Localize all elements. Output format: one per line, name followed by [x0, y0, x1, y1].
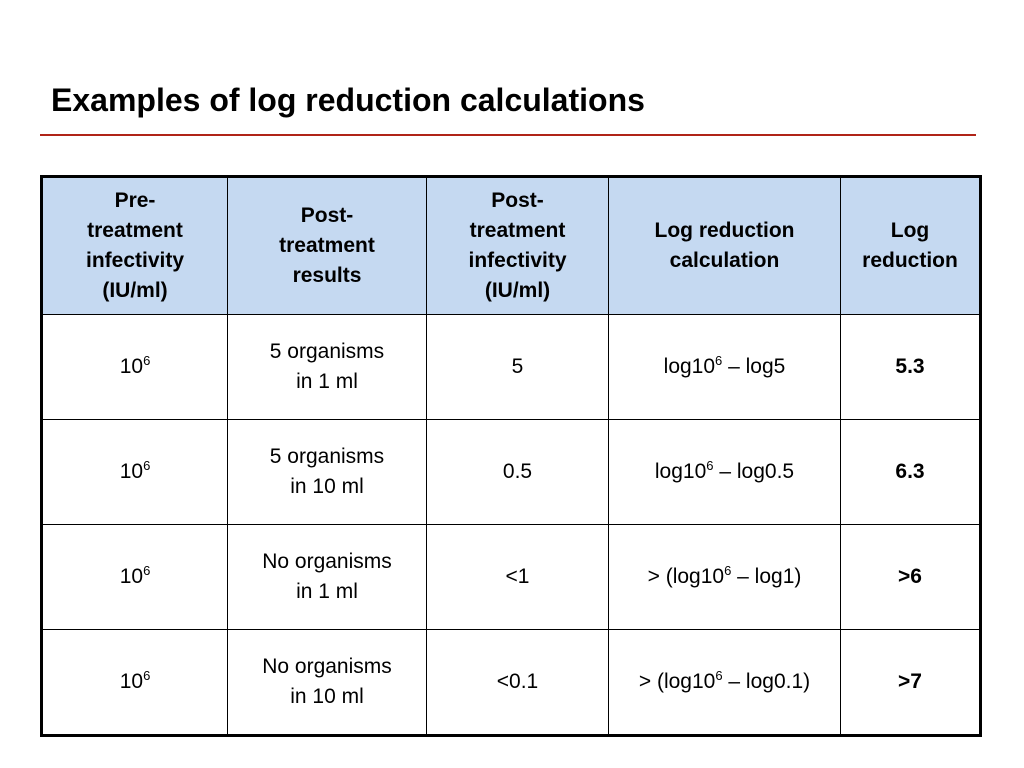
results-line: in 10 ml	[290, 685, 364, 708]
header-text-line: infectivity	[468, 249, 567, 272]
header-log-reduction-calculation: Log reduction calculation	[608, 176, 841, 315]
header-text-line: Log	[890, 219, 930, 242]
log-reduction-cell: >6	[840, 524, 981, 630]
slide-title: Examples of log reduction calculations	[51, 82, 645, 118]
pre-treatment-cell: 106	[41, 524, 228, 630]
post-infectivity-cell: 0.5	[426, 419, 609, 525]
header-text-line: treatment	[279, 234, 375, 257]
log-reduction-cell: >7	[840, 629, 981, 736]
calc-suffix: – log0.1)	[722, 670, 811, 693]
results-line: 5 organisms	[269, 445, 385, 468]
header-text-line: Post-	[300, 204, 354, 227]
table-row: 106 No organisms in 1 ml <1 > (log106 – …	[41, 524, 981, 630]
header-text-line: treatment	[87, 219, 183, 242]
results-line: in 1 ml	[296, 370, 358, 393]
pre-base: 10	[119, 565, 144, 588]
post-results-cell: No organisms in 10 ml	[227, 629, 427, 736]
header-text-line: (IU/ml)	[484, 279, 551, 302]
calc-prefix: log10	[654, 460, 707, 483]
pre-exponent: 6	[143, 458, 151, 473]
header-text-line: reduction	[862, 249, 958, 272]
calc-exponent: 6	[715, 668, 723, 683]
header-text-line: treatment	[469, 219, 566, 242]
calculation-cell: > (log106 – log0.1)	[608, 629, 841, 736]
post-results-cell: No organisms in 1 ml	[227, 524, 427, 630]
pre-exponent: 6	[143, 353, 151, 368]
log-reduction-table: Pre- treatment infectivity (IU/ml) Post-…	[40, 175, 982, 737]
calc-prefix: log10	[663, 355, 716, 378]
results-line: 5 organisms	[269, 340, 385, 363]
header-pre-treatment-infectivity: Pre- treatment infectivity (IU/ml)	[41, 176, 228, 315]
header-text-line: Post-	[491, 189, 544, 212]
calculation-cell: log106 – log5	[608, 314, 841, 420]
calc-suffix: – log1)	[731, 565, 802, 588]
results-line: No organisms	[262, 550, 392, 573]
pre-treatment-cell: 106	[41, 419, 228, 525]
log-reduction-cell: 5.3	[840, 314, 981, 420]
header-text-line: (IU/ml)	[102, 279, 168, 302]
pre-treatment-cell: 106	[41, 629, 228, 736]
calc-prefix: > (log10	[647, 565, 725, 588]
pre-exponent: 6	[143, 668, 151, 683]
header-post-treatment-results: Post- treatment results	[227, 176, 427, 315]
title-divider	[40, 134, 976, 136]
calc-exponent: 6	[724, 563, 732, 578]
pre-base: 10	[119, 460, 144, 483]
results-line: in 1 ml	[296, 580, 358, 603]
header-text-line: infectivity	[85, 249, 185, 272]
table-row: 106 No organisms in 10 ml <0.1 > (log106…	[41, 629, 981, 736]
pre-base: 10	[119, 670, 144, 693]
table-header-row: Pre- treatment infectivity (IU/ml) Post-…	[41, 176, 981, 315]
table-row: 106 5 organisms in 10 ml 0.5 log106 – lo…	[41, 419, 981, 525]
calculation-cell: log106 – log0.5	[608, 419, 841, 525]
results-line: No organisms	[262, 655, 392, 678]
header-text-line: Pre-	[114, 189, 156, 212]
log-reduction-cell: 6.3	[840, 419, 981, 525]
header-text-line: results	[292, 264, 362, 287]
table-row: 106 5 organisms in 1 ml 5 log106 – log5 …	[41, 314, 981, 420]
header-text-line: Log reduction	[654, 219, 795, 242]
post-infectivity-cell: <0.1	[426, 629, 609, 736]
calculation-cell: > (log106 – log1)	[608, 524, 841, 630]
calc-exponent: 6	[706, 458, 714, 473]
post-results-cell: 5 organisms in 10 ml	[227, 419, 427, 525]
pre-treatment-cell: 106	[41, 314, 228, 420]
calc-suffix: – log5	[722, 355, 786, 378]
calc-prefix: > (log10	[638, 670, 716, 693]
pre-base: 10	[119, 355, 144, 378]
post-infectivity-cell: <1	[426, 524, 609, 630]
header-log-reduction: Log reduction	[840, 176, 981, 315]
post-infectivity-cell: 5	[426, 314, 609, 420]
header-post-treatment-infectivity: Post- treatment infectivity (IU/ml)	[426, 176, 609, 315]
calc-suffix: – log0.5	[713, 460, 795, 483]
calc-exponent: 6	[715, 353, 723, 368]
post-results-cell: 5 organisms in 1 ml	[227, 314, 427, 420]
results-line: in 10 ml	[290, 475, 364, 498]
pre-exponent: 6	[143, 563, 151, 578]
header-text-line: calculation	[669, 249, 780, 272]
